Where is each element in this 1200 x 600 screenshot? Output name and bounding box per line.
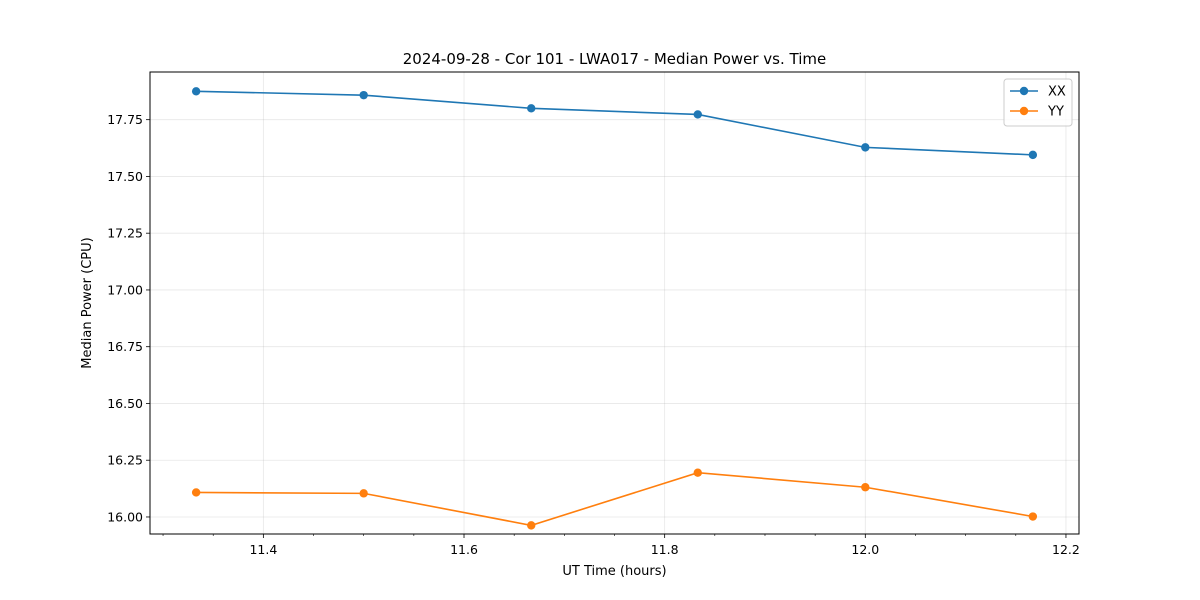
data-point-yy: [191, 488, 201, 497]
x-axis-label: UT Time (hours): [562, 564, 666, 579]
legend: XX YY: [1003, 78, 1073, 127]
y-axis-label: Median Power (CPU): [80, 237, 95, 368]
y-tick-label: 16.75: [107, 339, 143, 354]
legend-label-xx: XX: [1048, 85, 1066, 100]
series-line-xx: [196, 90, 1033, 156]
y-tick-label: 17.75: [107, 112, 143, 127]
data-point-xx: [191, 87, 201, 96]
grid: [150, 72, 1079, 534]
data-point-yy: [359, 489, 368, 498]
y-tick-label: 16.00: [107, 509, 143, 524]
data-point-xx: [861, 143, 870, 152]
y-tick-label: 17.50: [107, 169, 143, 184]
legend-label-yy: YY: [1047, 105, 1064, 120]
y-tick-label: 16.50: [107, 396, 143, 411]
data-point-yy: [861, 483, 870, 492]
series-line-yy: [196, 471, 1033, 527]
data-point-yy: [1028, 512, 1038, 521]
x-tick-label: 12.2: [1052, 542, 1080, 557]
chart-title: 2024-09-28 - Cor 101 - LWA017 - Median P…: [403, 50, 827, 68]
x-tick-label: 11.4: [249, 542, 277, 557]
x-tick-label: 11.6: [450, 542, 478, 557]
x-tick-label: 11.8: [651, 542, 679, 557]
y-tick-label: 17.25: [107, 226, 143, 241]
data-point-xx: [1028, 150, 1038, 160]
legend-marker-xx: [1019, 86, 1029, 96]
data-point-yy: [693, 468, 702, 477]
data-point-yy: [527, 521, 536, 530]
series-layer: [191, 87, 1038, 530]
data-point-xx: [527, 104, 536, 113]
x-tick-label: 12.0: [851, 542, 879, 557]
legend-marker-yy: [1019, 106, 1029, 116]
axes: 11.4 11.6 11.8 12.0 12.2 16.00 16.25 16.50 16.75…: [107, 112, 1080, 557]
y-tick-label: 17.00: [107, 282, 143, 297]
data-point-xx: [359, 90, 368, 100]
y-tick-label: 16.25: [107, 453, 143, 468]
data-point-xx: [693, 110, 702, 119]
